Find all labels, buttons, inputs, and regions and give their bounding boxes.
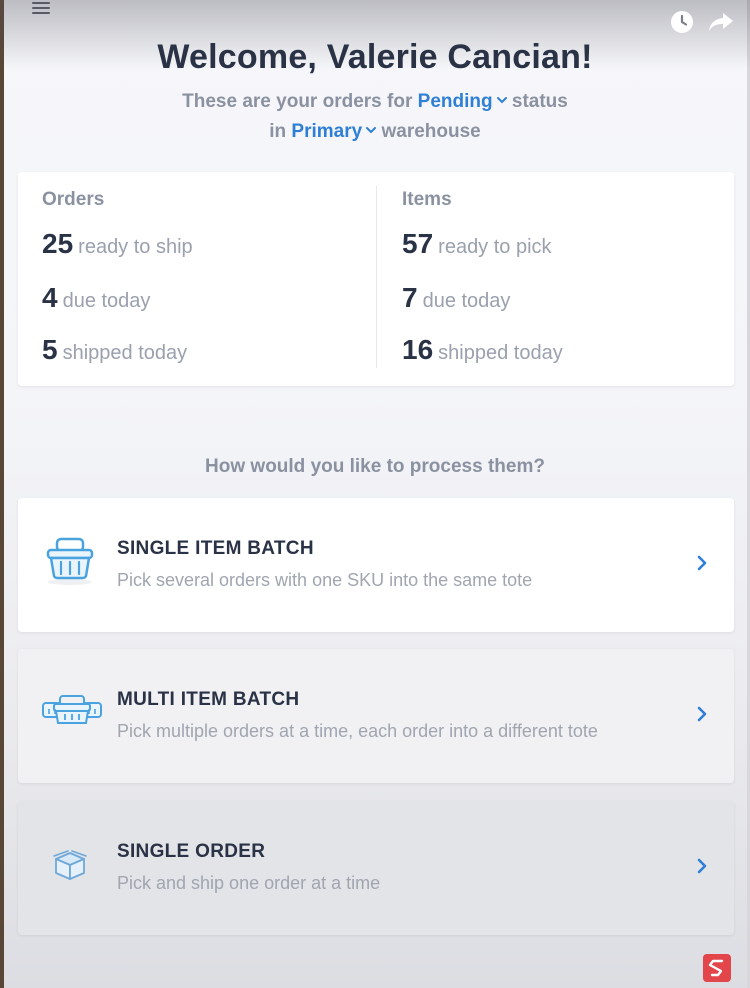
- option-description: Pick several orders with one SKU into th…: [117, 570, 533, 590]
- warehouse-dropdown-value: Primary: [291, 121, 363, 142]
- status-dropdown-value: Pending: [417, 91, 493, 112]
- stat-label: due today: [62, 290, 151, 312]
- right-frame-edge: [747, 0, 750, 988]
- stat-value: 5: [42, 334, 58, 365]
- option-multi-item-batch[interactable]: MULTI ITEM BATCH Pick multiple orders at…: [18, 649, 734, 783]
- left-frame-edge: [0, 0, 4, 988]
- stat-label: shipped today: [438, 342, 563, 364]
- stat-row: 25 ready to ship: [42, 228, 193, 260]
- chevron-down-icon: [496, 97, 507, 104]
- warehouse-line-prefix: in: [269, 121, 287, 142]
- option-title: MULTI ITEM BATCH: [117, 689, 300, 710]
- welcome-title: Welcome, Valerie Cancian!: [157, 38, 593, 76]
- stat-row: 16 shipped today: [402, 334, 563, 366]
- chevron-down-icon: [366, 127, 377, 134]
- stat-value: 57: [402, 228, 434, 259]
- option-single-order[interactable]: SINGLE ORDER Pick and ship one order at …: [18, 801, 734, 935]
- items-title: Items: [402, 189, 452, 210]
- stats-card: Orders 25 ready to ship 4 due today 5 shipp…: [18, 172, 734, 386]
- stat-value: 7: [402, 282, 418, 313]
- stat-label: shipped today: [62, 342, 188, 364]
- stat-value: 16: [402, 334, 434, 365]
- stat-row: 4 due today: [42, 282, 150, 314]
- stat-row: 57 ready to pick: [402, 228, 552, 260]
- option-title: SINGLE ORDER: [117, 841, 266, 862]
- stat-value: 25: [42, 228, 74, 259]
- stat-value: 4: [42, 282, 58, 313]
- option-description: Pick and ship one order at a time: [117, 873, 381, 893]
- warehouse-line: in Primary warehouse: [0, 121, 750, 143]
- box-icon: [53, 850, 87, 880]
- chevron-right-icon: [697, 706, 707, 722]
- orders-title: Orders: [42, 189, 105, 210]
- multi-basket-icon: [42, 695, 102, 724]
- stat-label: ready to pick: [438, 236, 552, 258]
- clock-icon[interactable]: [670, 10, 694, 34]
- hamburger-menu-icon[interactable]: [32, 2, 50, 14]
- stat-row: 5 shipped today: [42, 334, 187, 366]
- process-question: How would you like to process them?: [205, 456, 545, 477]
- option-description: Pick multiple orders at a time, each ord…: [117, 721, 598, 741]
- stat-row: 7 due today: [402, 282, 510, 314]
- stat-label: due today: [422, 290, 511, 312]
- chevron-right-icon: [697, 858, 707, 874]
- basket-icon: [46, 537, 94, 585]
- status-line-prefix: These are your orders for: [182, 91, 413, 112]
- status-line: These are your orders for Pending status: [0, 91, 750, 113]
- share-arrow-icon[interactable]: [708, 10, 734, 34]
- warehouse-dropdown[interactable]: Primary: [291, 121, 381, 142]
- stat-label: ready to ship: [78, 236, 193, 258]
- stats-divider: [376, 186, 377, 368]
- status-dropdown[interactable]: Pending: [418, 91, 512, 112]
- option-title: SINGLE ITEM BATCH: [117, 538, 314, 559]
- status-line-suffix: status: [511, 91, 568, 112]
- option-single-item-batch[interactable]: SINGLE ITEM BATCH Pick several orders wi…: [18, 498, 734, 632]
- brand-logo-icon: [703, 954, 731, 982]
- warehouse-line-suffix: warehouse: [381, 121, 481, 142]
- chevron-right-icon: [697, 555, 707, 571]
